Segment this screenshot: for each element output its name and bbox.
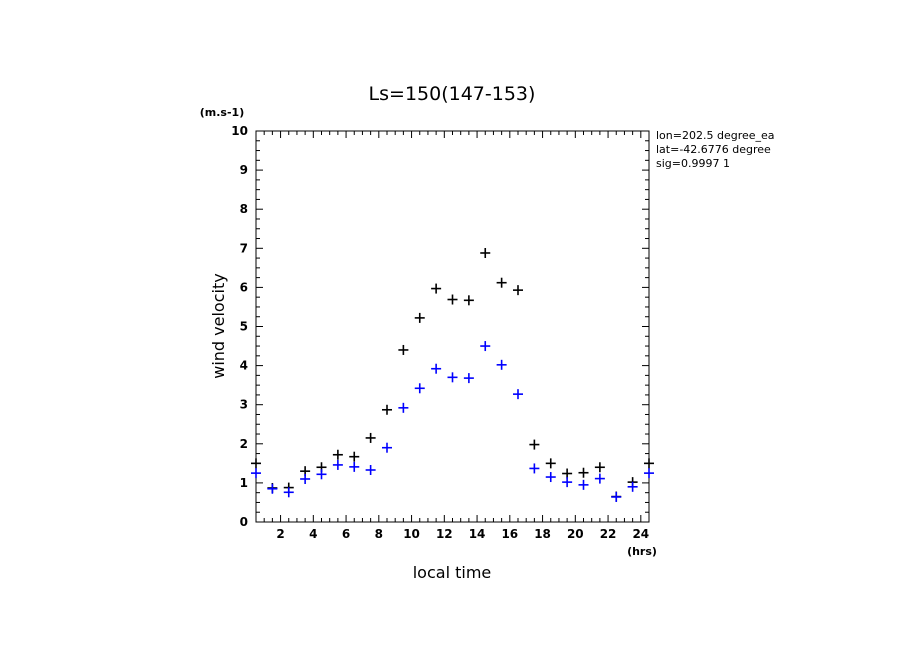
data-point-series-2 [480,341,491,352]
plot-frame [255,130,650,523]
data-point-series-2 [365,464,376,475]
data-point-series-1 [251,458,261,469]
data-point-series-1 [644,458,654,469]
x-tick-label: 16 [501,527,518,541]
y-axis-unit: (m.s-1) [200,106,244,119]
y-tick-label: 8 [240,202,248,216]
data-point-series-2 [644,468,654,479]
data-point-series-2 [300,473,311,484]
data-point-series-2 [382,442,392,453]
data-point-series-1 [529,439,540,450]
y-tick-label: 7 [240,241,248,255]
data-point-series-1 [382,404,392,415]
x-axis-unit: (hrs) [627,545,657,558]
data-point-series-1 [365,432,376,443]
y-tick-label: 1 [240,476,248,490]
y-tick-label: 2 [240,437,248,451]
data-point-series-2 [414,383,425,394]
data-point-series-2 [349,461,360,472]
x-tick-label: 6 [342,527,350,541]
x-tick-label: 2 [276,527,284,541]
data-point-series-1 [431,283,442,294]
data-point-series-1 [349,451,360,462]
y-tick-label: 9 [240,163,248,177]
y-tick-label: 6 [240,280,248,294]
x-tick-label: 4 [309,527,317,541]
data-point-series-2 [316,469,327,480]
x-tick-label: 22 [600,527,617,541]
annotation-sig: sig=0.9997 1 [656,157,730,170]
y-tick-label: 0 [240,515,248,529]
data-point-series-2 [332,459,343,470]
data-point-series-2 [251,468,261,479]
x-tick-label: 24 [632,527,649,541]
annotation-lat: lat=-42.6776 degree [656,143,771,156]
data-point-series-1 [496,277,507,288]
chart-title: Ls=150(147-153) [369,83,536,105]
data-point-series-1 [562,468,573,479]
y-tick-label: 4 [240,359,248,373]
data-point-series-2 [496,359,507,370]
data-point-series-1 [447,294,458,305]
data-point-series-1 [414,312,425,323]
data-point-series-1 [513,285,523,296]
x-tick-label: 12 [436,527,453,541]
data-point-series-2 [513,389,523,400]
data-point-series-2 [594,473,605,484]
data-point-series-2 [267,483,278,494]
x-tick-label: 14 [469,527,486,541]
data-point-series-2 [529,463,540,474]
data-point-series-1 [480,247,491,258]
y-tick-label: 3 [240,398,248,412]
data-point-series-2 [562,477,573,488]
annotation-lon: lon=202.5 degree_ea [656,129,775,142]
y-tick-label: 10 [231,124,248,138]
data-point-series-2 [545,472,556,483]
x-tick-label: 20 [567,527,584,541]
data-points [251,247,654,502]
data-point-series-2 [611,491,622,502]
data-point-series-2 [578,479,589,490]
plot-border [255,130,650,523]
data-point-series-2 [463,373,474,384]
data-point-series-2 [283,487,294,498]
data-point-series-1 [545,458,556,469]
x-tick-label: 8 [375,527,383,541]
x-axis-label: local time [413,563,492,582]
data-point-series-1 [332,449,343,460]
data-point-series-2 [398,402,409,413]
y-axis-label: wind velocity [209,273,228,378]
data-point-series-1 [594,462,605,473]
data-point-series-2 [627,481,638,492]
data-point-series-1 [398,344,409,355]
y-tick-label: 5 [240,320,248,334]
x-tick-label: 18 [534,527,551,541]
data-point-series-1 [463,295,474,306]
data-point-series-1 [578,467,589,478]
x-tick-label: 10 [403,527,420,541]
data-point-series-2 [447,372,458,383]
data-point-series-2 [431,363,442,374]
